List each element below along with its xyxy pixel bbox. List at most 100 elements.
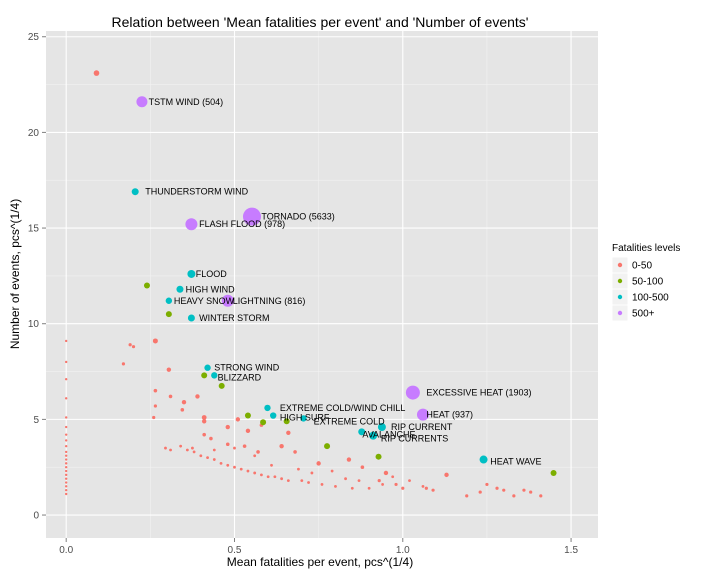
data-point (307, 481, 310, 484)
data-point (143, 282, 150, 289)
data-point (212, 448, 216, 452)
legend-label: 500+ (632, 309, 655, 320)
data-point (408, 479, 411, 483)
point-label: FLOOD (196, 269, 228, 279)
data-point (128, 343, 132, 347)
data-point (204, 364, 211, 371)
x-axis-ticks: 0.0 0.5 1.0 1.5 (59, 538, 578, 556)
data-point (165, 311, 172, 318)
point-label: THUNDERSTORM WIND (145, 187, 248, 197)
data-point (165, 297, 173, 304)
point-label: EXTREME COLD (314, 416, 386, 426)
data-point (266, 475, 270, 479)
data-point (416, 408, 429, 421)
data-point (152, 338, 158, 344)
data-point (310, 471, 314, 475)
data-point (191, 446, 194, 450)
data-point (522, 488, 526, 492)
data-point (153, 388, 158, 393)
y-tick-label: 0 (33, 511, 39, 522)
data-point (431, 488, 435, 492)
data-point (152, 415, 156, 420)
data-point (225, 424, 230, 430)
point-label: HEAT WAVE (490, 456, 541, 466)
data-point (180, 408, 185, 412)
legend: Fatalities levels 0-50 50-100 100-500 500+ (611, 243, 680, 322)
data-point (64, 425, 68, 429)
data-point (64, 492, 68, 496)
data-point (495, 486, 499, 490)
data-point (202, 432, 206, 437)
legend-title: Fatalities levels (612, 243, 680, 254)
data-point (131, 188, 139, 196)
data-point (269, 412, 277, 419)
data-point (199, 454, 203, 458)
data-point (279, 443, 284, 449)
x-tick-label: 1.0 (396, 545, 410, 556)
data-point (358, 428, 366, 436)
data-point (286, 479, 290, 483)
data-point (529, 490, 533, 494)
legend-key (617, 310, 623, 316)
data-point (383, 470, 389, 476)
data-point (233, 465, 236, 469)
data-point (64, 397, 68, 400)
data-point (260, 419, 267, 426)
legend-label: 100-500 (632, 293, 669, 304)
data-point (377, 423, 386, 432)
data-point (320, 483, 324, 486)
data-point (485, 482, 489, 487)
data-point (260, 473, 263, 477)
data-point (64, 481, 68, 484)
data-point (64, 339, 68, 343)
data-point (64, 439, 68, 442)
data-point (206, 456, 209, 460)
data-point (64, 473, 68, 477)
data-point (164, 446, 167, 450)
data-point (93, 70, 100, 76)
point-label: TSTM WIND (504) (149, 97, 224, 107)
data-point (300, 479, 304, 483)
data-point (539, 494, 543, 498)
data-point (187, 269, 196, 278)
data-point (64, 450, 68, 454)
data-point (465, 494, 469, 498)
point-label: WINTER STORM (199, 313, 269, 323)
point-annotations: TSTM WIND (504) THUNDERSTORM WIND TORNADO … (145, 97, 541, 467)
data-point (479, 455, 488, 464)
legend-key (617, 294, 623, 300)
legend-items: 0-50 50-100 100-500 500+ (611, 256, 669, 322)
data-point (64, 360, 68, 364)
chart-title: Relation between 'Mean fatalities per ev… (112, 14, 529, 30)
legend-key (617, 278, 623, 284)
y-tick-label: 20 (28, 128, 40, 139)
data-point (444, 472, 449, 478)
data-point (264, 404, 271, 412)
data-point (192, 450, 196, 454)
data-point (344, 477, 347, 481)
data-point (350, 486, 354, 490)
data-point (153, 404, 157, 408)
data-point (64, 466, 68, 469)
grid-major (46, 31, 598, 538)
point-label: RIP CURRENTS (381, 434, 448, 444)
data-point (330, 469, 334, 473)
legend-key (617, 262, 623, 268)
data-point (280, 477, 284, 481)
data-point (64, 416, 68, 419)
data-point (391, 475, 395, 479)
data-point (242, 207, 261, 226)
point-label: STRONG WIND (214, 363, 279, 373)
data-point (187, 314, 195, 322)
data-point (502, 488, 506, 492)
data-point (169, 448, 172, 452)
data-point (346, 457, 352, 462)
data-point (286, 430, 291, 435)
x-tick-label: 0.5 (228, 545, 242, 556)
data-point (64, 458, 68, 461)
data-point (405, 385, 420, 400)
data-point (209, 436, 213, 441)
data-point (357, 479, 361, 483)
data-point (221, 294, 234, 307)
data-point (394, 482, 398, 487)
